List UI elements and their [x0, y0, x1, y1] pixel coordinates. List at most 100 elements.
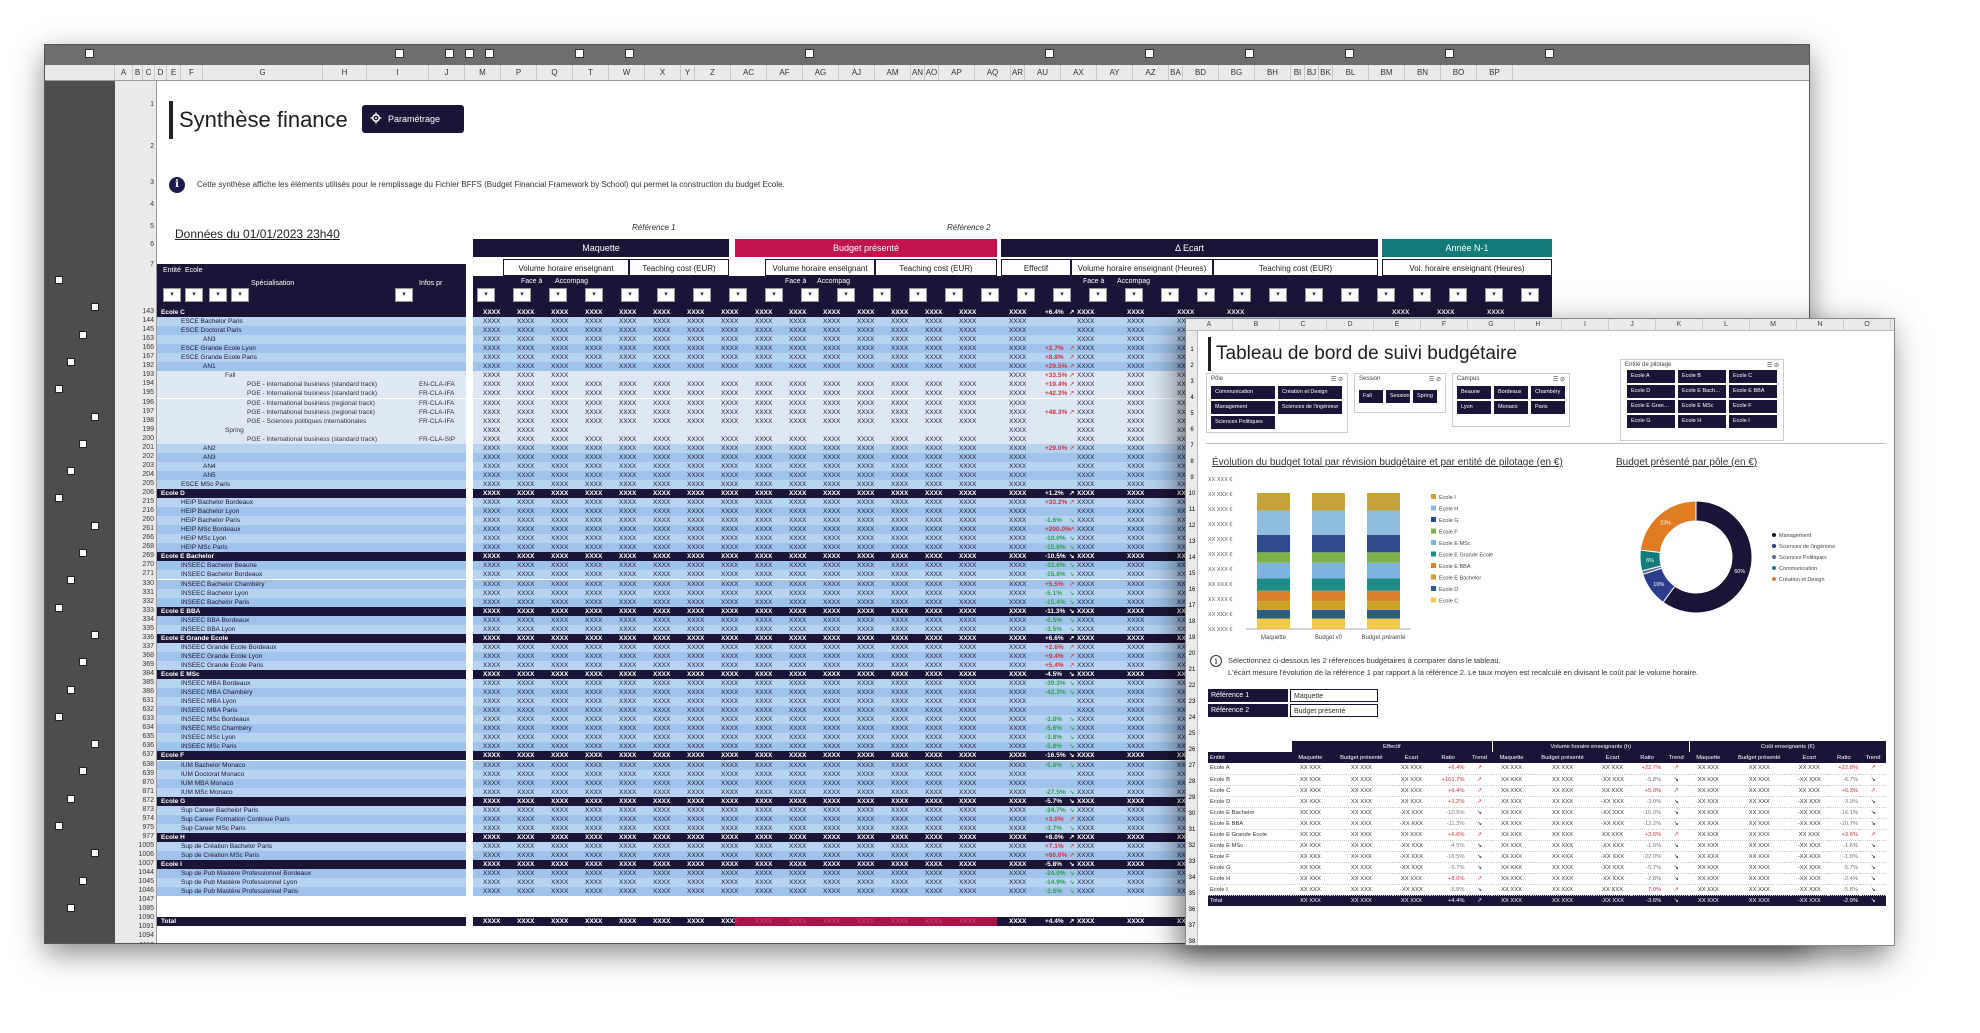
row-number[interactable]: 1085 [138, 905, 154, 913]
column-filter-dropdown[interactable]: ▾ [837, 288, 855, 302]
row-number[interactable]: 192 [142, 362, 154, 370]
dashboard-row-number[interactable]: 9 [1190, 475, 1194, 481]
outline-marker[interactable] [67, 357, 75, 366]
dashboard-row-number[interactable]: 23 [1188, 699, 1196, 705]
row-number[interactable]: 5 [150, 223, 154, 230]
dashboard-row-number[interactable]: 30 [1188, 811, 1196, 817]
dashboard-row-number[interactable]: 29 [1188, 795, 1196, 801]
dashboard-column-header[interactable]: C [1280, 319, 1327, 330]
entite-filter-dropdown[interactable]: ▾ [163, 288, 181, 302]
column-filter-dropdown[interactable]: ▾ [621, 288, 639, 302]
column-filter-dropdown[interactable]: ▾ [1161, 288, 1179, 302]
group-row[interactable]: Ecole C XXXX XXXX XXXX XXXX XXXX XXXX XXXX XXXX X… [157, 308, 1552, 317]
column-header[interactable]: AC [731, 65, 767, 80]
outline-marker[interactable] [55, 822, 63, 830]
outline-marker[interactable] [91, 303, 99, 312]
column-filter-dropdown[interactable]: ▾ [945, 288, 963, 302]
row-number[interactable]: 203 [142, 461, 154, 469]
dashboard-row-number[interactable]: 14 [1188, 555, 1196, 561]
column-header[interactable]: C [143, 65, 155, 80]
row-number[interactable]: 205 [142, 479, 154, 487]
row-number[interactable]: 270 [142, 561, 154, 569]
column-header[interactable]: BJ [1305, 65, 1319, 80]
slicer-item[interactable]: Ecole B [1678, 370, 1726, 383]
outline-toggle[interactable] [625, 49, 634, 58]
slicer-item[interactable]: Ecole A [1627, 370, 1675, 383]
outline-marker[interactable] [55, 603, 63, 612]
outline-marker[interactable] [91, 412, 99, 421]
outline-marker[interactable] [91, 740, 99, 749]
dashboard-row-number[interactable]: 33 [1188, 859, 1196, 865]
row-number[interactable]: 632 [142, 706, 154, 714]
slicer-item[interactable]: Sciences de l'ingénieur [1278, 401, 1342, 414]
row-number[interactable]: 4 [150, 201, 154, 208]
dashboard-row-number[interactable]: 38 [1188, 939, 1196, 945]
dashboard-row-number[interactable]: 26 [1188, 747, 1196, 753]
column-header[interactable]: Y [681, 65, 695, 80]
row-number[interactable]: 870 [142, 778, 154, 786]
outline-marker[interactable] [91, 849, 99, 858]
slicer-item[interactable]: Ecole E Gran… [1627, 400, 1675, 413]
session-filter-dropdown[interactable]: ▾ [231, 288, 249, 302]
column-filter-dropdown[interactable]: ▾ [1089, 288, 1107, 302]
specialisation-filter-dropdown[interactable]: ▾ [395, 288, 413, 302]
row-number[interactable]: 334 [142, 615, 154, 623]
row-number[interactable]: 336 [142, 633, 154, 641]
dashboard-row-number[interactable]: 32 [1188, 843, 1196, 849]
outline-toggle[interactable] [85, 49, 94, 58]
dashboard-row-number[interactable]: 31 [1188, 827, 1196, 833]
row-number[interactable]: 872 [142, 796, 154, 804]
table-row[interactable]: IUM Bachelor Monaco XXXX XXXX XXXX XXXX XXXX X… [157, 760, 1552, 770]
dashboard-row-number[interactable]: 27 [1188, 763, 1196, 769]
table-row[interactable]: Ecole G XX XXX XX XXX -XX XXX -5.7% ↘ XX XXX XX… [1208, 862, 1886, 874]
row-number[interactable]: 271 [142, 570, 154, 578]
column-header[interactable]: F [181, 65, 203, 80]
row-number[interactable]: 199 [142, 425, 154, 433]
column-header[interactable]: BA [1169, 65, 1183, 80]
slicer-item[interactable]: Lyon [1457, 401, 1491, 414]
row-number[interactable]: 1 [150, 101, 154, 108]
row-number[interactable]: 3 [150, 179, 154, 186]
column-header[interactable]: AZ [1133, 65, 1169, 80]
outline-toggle[interactable] [465, 49, 474, 58]
column-header[interactable]: M [465, 65, 501, 80]
column-header[interactable]: AG [803, 65, 839, 80]
outline-toggle[interactable] [445, 49, 454, 58]
dashboard-column-header[interactable]: E [1374, 319, 1421, 330]
row-number[interactable]: 633 [142, 715, 154, 723]
dashboard-column-header[interactable]: N [1797, 319, 1844, 330]
row-number[interactable]: 200 [142, 434, 154, 442]
row-number[interactable]: 145 [142, 326, 154, 334]
dashboard-column-header[interactable]: F [1421, 319, 1468, 330]
table-row[interactable]: INSEEC MBA Bordeaux XXXX XXXX XXXX XXXX XXXX X… [157, 679, 1552, 689]
dashboard-row-number[interactable]: 13 [1188, 539, 1196, 545]
outline-marker[interactable] [79, 876, 87, 885]
slicer-item[interactable]: Beaune [1457, 386, 1491, 399]
outline-marker[interactable] [79, 549, 87, 557]
column-header[interactable]: BG [1219, 65, 1255, 80]
row-number[interactable]: 369 [142, 660, 154, 668]
row-number[interactable]: 163 [142, 335, 154, 343]
slicer-item[interactable]: Ecole E Bach… [1678, 385, 1726, 398]
row-number[interactable]: 368 [142, 651, 154, 659]
row-number[interactable]: 385 [142, 679, 154, 687]
column-header[interactable]: I [367, 65, 429, 80]
column-header[interactable]: D [155, 65, 167, 80]
group-row[interactable]: Total XXXX XXXX XXXX XXXX XXXX XXXX XXXX XXXX XXX… [157, 917, 1552, 926]
row-number[interactable]: 197 [142, 407, 154, 415]
row-number[interactable]: 1091 [138, 923, 154, 931]
row-number[interactable]: 977 [142, 832, 154, 840]
column-header[interactable]: T [573, 65, 609, 80]
row-number[interactable]: 268 [142, 543, 154, 551]
outline-toggle[interactable] [1545, 49, 1554, 58]
table-row[interactable]: Ecole C XX XXX XX XXX XX XXX +6.4% ↗ XX XXX XX … [1208, 785, 1886, 797]
dashboard-column-header[interactable]: G [1468, 319, 1515, 330]
outline-marker[interactable] [67, 576, 75, 585]
row-number[interactable]: 337 [142, 642, 154, 650]
dashboard-column-header[interactable]: K [1656, 319, 1703, 330]
column-header[interactable]: BO [1441, 65, 1477, 80]
column-filter-dropdown[interactable]: ▾ [729, 288, 747, 302]
table-row[interactable]: Ecole E BBA XX XXX XX XXX -XX XXX -11.3% ↘ XX … [1208, 818, 1886, 830]
slicer-item[interactable]: Monaco [1494, 401, 1528, 414]
row-number[interactable]: 204 [142, 470, 154, 478]
